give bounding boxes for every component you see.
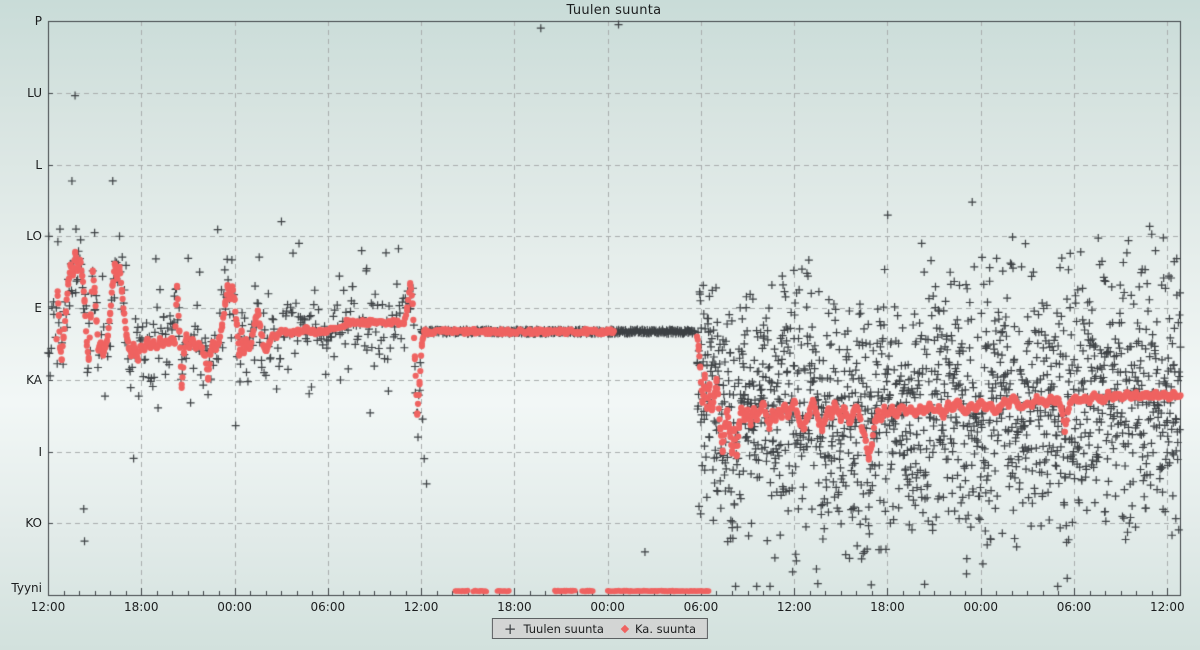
x-axis-label-66h: 06:00 — [1056, 600, 1092, 614]
legend: + Tuulen suunta Ka. suunta — [491, 618, 709, 639]
y-axis-label-lo: LO — [26, 229, 42, 244]
diamond-marker-icon — [620, 624, 630, 633]
x-axis-label-42h: 06:00 — [683, 600, 719, 614]
x-axis-label-54h: 18:00 — [870, 600, 905, 614]
x-axis-label-72h: 12:00 — [1150, 600, 1185, 614]
x-axis-label-30h: 18:00 — [497, 600, 532, 614]
x-axis-label-24h: 12:00 — [403, 600, 439, 614]
y-axis-label-e: E — [34, 301, 42, 315]
y-axis-label-tyyni: Tyyni — [11, 581, 42, 595]
x-axis-label-6h: 18:00 — [123, 600, 159, 614]
y-axis-label-ka: KA — [26, 372, 42, 387]
legend-item-wind-direction: + Tuulen suunta — [503, 619, 604, 638]
x-axis-label-60h: 00:00 — [963, 600, 999, 614]
y-axis-label-i: I — [38, 444, 42, 459]
x-axis-label-0h: 12:00 — [30, 600, 66, 614]
legend-item-average-direction: Ka. suunta — [620, 621, 697, 636]
plus-marker-icon: + — [503, 619, 517, 638]
y-axis-label-p: P — [34, 14, 42, 28]
x-axis-label-48h: 12:00 — [776, 600, 812, 614]
y-axis-label-l: L — [35, 157, 42, 172]
y-axis-label-lu: LU — [27, 85, 42, 100]
x-axis-label-18h: 06:00 — [310, 600, 346, 614]
legend-label-wind-direction: Tuulen suunta — [523, 621, 604, 636]
y-axis-label-ko: KO — [25, 516, 42, 531]
chart-title: Tuulen suunta — [566, 3, 662, 18]
legend-label-average-direction: Ka. suunta — [634, 621, 697, 636]
x-axis-label-36h: 00:00 — [590, 600, 625, 614]
x-axis-label-12h: 00:00 — [217, 600, 252, 614]
